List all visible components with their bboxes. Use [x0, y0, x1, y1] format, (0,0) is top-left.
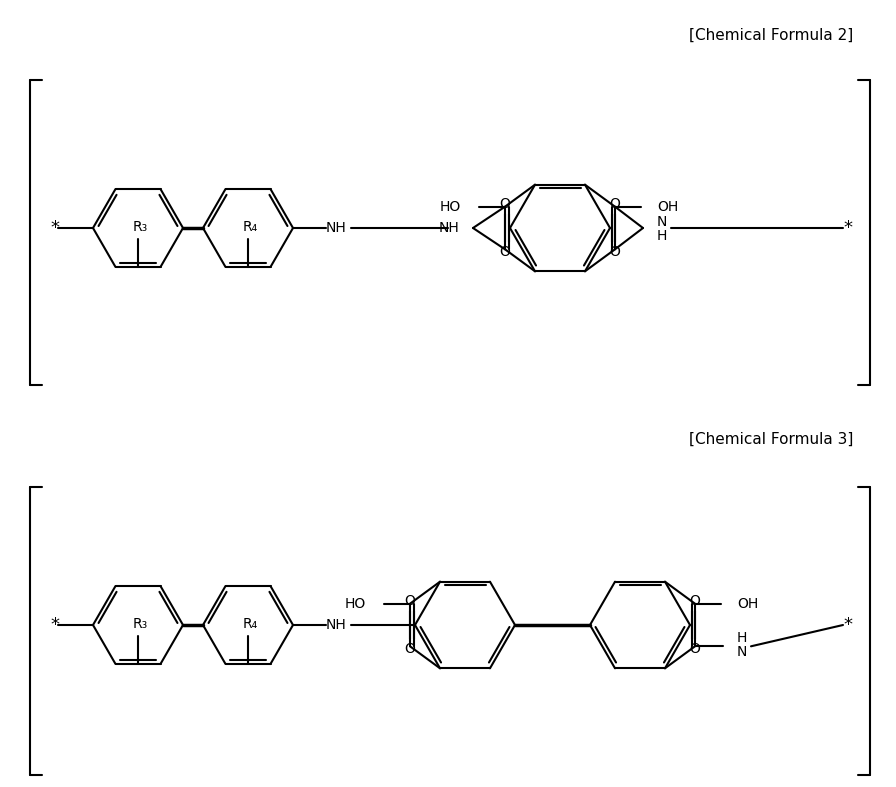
Text: O: O: [500, 245, 511, 259]
Text: R₄: R₄: [243, 617, 258, 631]
Text: O: O: [405, 641, 416, 656]
Text: HO: HO: [440, 200, 461, 214]
Text: O: O: [690, 594, 701, 608]
Text: *: *: [50, 616, 59, 634]
Text: NH: NH: [325, 618, 347, 632]
Text: [Chemical Formula 3]: [Chemical Formula 3]: [689, 432, 853, 447]
Text: OH: OH: [657, 200, 678, 214]
Text: [Chemical Formula 2]: [Chemical Formula 2]: [689, 28, 853, 43]
Text: O: O: [405, 594, 416, 608]
Text: R₃: R₃: [133, 617, 148, 631]
Text: *: *: [50, 219, 59, 237]
Text: R₄: R₄: [243, 220, 258, 234]
Text: HO: HO: [345, 597, 366, 611]
Text: H: H: [657, 229, 668, 243]
Text: O: O: [500, 198, 511, 211]
Text: H: H: [737, 631, 747, 645]
Text: O: O: [609, 245, 620, 259]
Text: *: *: [843, 219, 852, 237]
Text: O: O: [690, 641, 701, 656]
Text: N: N: [737, 645, 747, 660]
Text: N: N: [657, 215, 668, 229]
Text: NH: NH: [325, 221, 347, 235]
Text: *: *: [843, 616, 852, 634]
Text: O: O: [609, 198, 620, 211]
Text: R₃: R₃: [133, 220, 148, 234]
Text: NH: NH: [438, 221, 459, 235]
Text: OH: OH: [737, 597, 758, 611]
